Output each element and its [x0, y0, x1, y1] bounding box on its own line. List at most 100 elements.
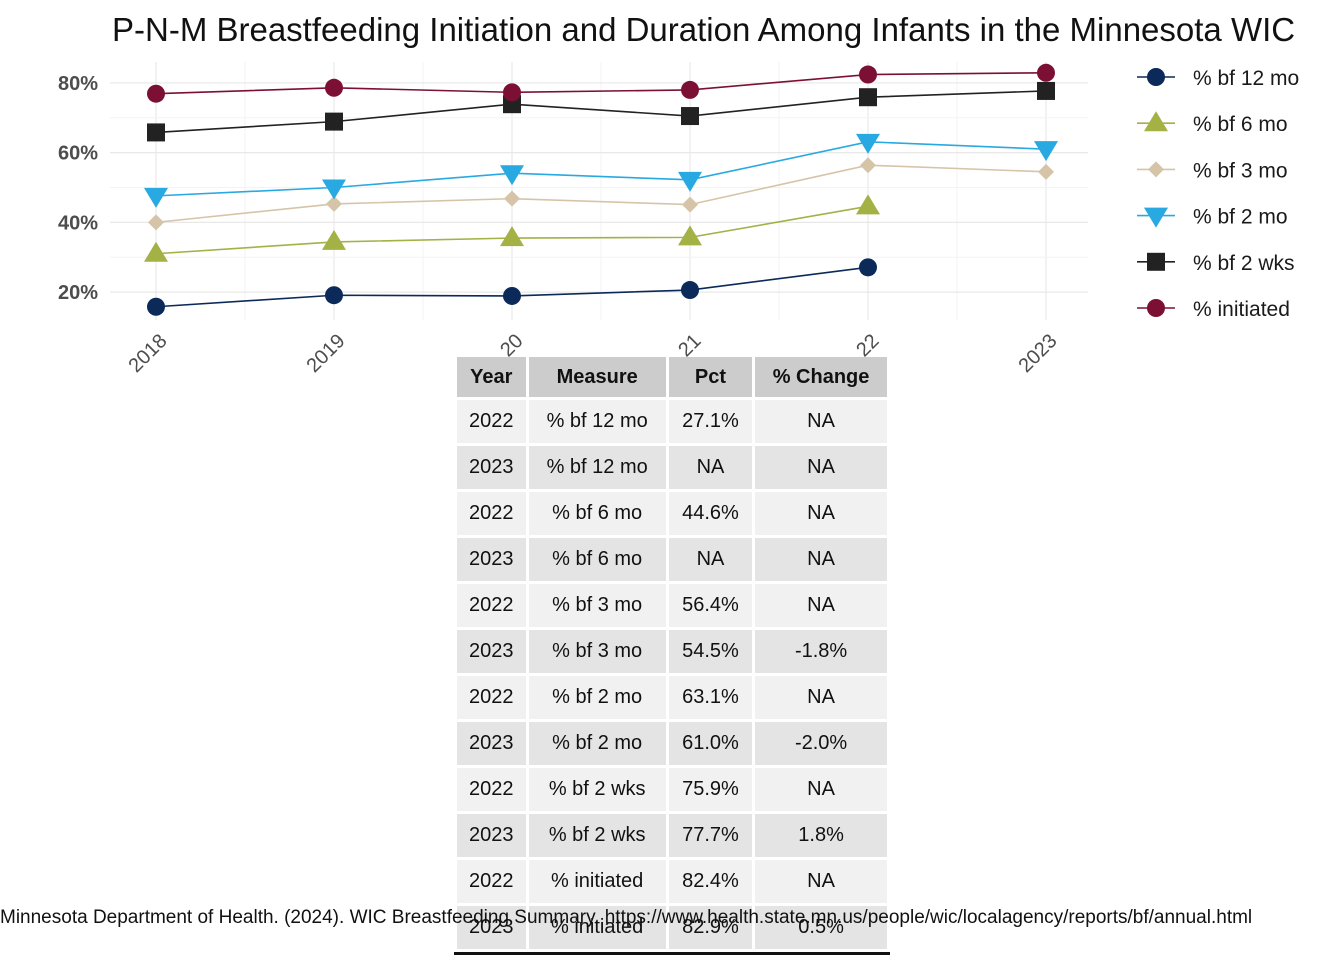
data-point: [859, 88, 877, 107]
table-row: 2022% initiated 82.4% NA: [457, 860, 887, 903]
data-point: [859, 65, 877, 84]
data-point: [325, 286, 343, 305]
table-cell: NA: [755, 768, 887, 811]
table-header-cell: Measure: [528, 357, 666, 397]
data-point: [856, 133, 880, 154]
table-cell: NA: [668, 446, 753, 489]
table-cell: % bf 3 mo: [528, 584, 666, 627]
data-point: [681, 281, 699, 300]
data-point: [1038, 163, 1054, 180]
data-point: [322, 229, 346, 250]
y-axis-ticks: 20% 40% 60% 80%: [58, 73, 98, 304]
table-cell: 2023: [457, 630, 526, 673]
table-cell: 56.4%: [668, 584, 753, 627]
table-cell: % bf 2 mo: [528, 676, 666, 719]
table-cell: 82.4%: [668, 860, 753, 903]
series-group: [147, 258, 877, 316]
data-point: [860, 157, 876, 174]
legend-marker: [1147, 299, 1165, 317]
table-cell: % bf 6 mo: [528, 538, 666, 581]
data-point: [147, 297, 165, 316]
legend-marker: [1148, 161, 1164, 178]
table-row: 2023% bf 2 mo 61.0% -2.0%: [457, 722, 887, 765]
chart-series: [144, 63, 1058, 316]
table-cell: 75.9%: [668, 768, 753, 811]
data-point: [147, 123, 165, 142]
legend-item: % initiated: [1137, 298, 1290, 321]
legend-marker: [1147, 252, 1165, 271]
legend-label: % bf 2 mo: [1193, 206, 1288, 229]
data-point: [322, 179, 346, 200]
y-tick-label: 20%: [58, 282, 98, 304]
table-cell: 2022: [457, 860, 526, 903]
table-cell: 61.0%: [668, 722, 753, 765]
table-cell: 2023: [457, 538, 526, 581]
data-point: [503, 286, 521, 305]
legend: % bf 12 mo % bf 6 mo % bf 3 mo % bf 2 mo % b…: [1137, 67, 1299, 321]
chart-title: P-N-M Breastfeeding Initiation and Durat…: [112, 11, 1295, 48]
table-cell: 2022: [457, 400, 526, 443]
table-cell: % bf 2 wks: [528, 768, 666, 811]
table-cell: % bf 12 mo: [528, 400, 666, 443]
table-cell: % initiated: [528, 860, 666, 903]
legend-item: % bf 2 wks: [1137, 252, 1295, 275]
legend-marker: [1144, 111, 1168, 132]
table-cell: % bf 6 mo: [528, 492, 666, 535]
table-cell: 2022: [457, 676, 526, 719]
table-row: 2023% initiated 82.9% 0.5%: [457, 906, 887, 949]
table-cell: NA: [755, 584, 887, 627]
data-table: Year Measure Pct % Change 2022% bf 12 mo…: [454, 354, 890, 955]
series-group: [147, 63, 1055, 103]
data-point: [503, 83, 521, 102]
table-cell: 82.9%: [668, 906, 753, 949]
table-cell: 2023: [457, 906, 526, 949]
data-point: [859, 258, 877, 277]
legend-item: % bf 12 mo: [1137, 67, 1299, 90]
table-cell: % bf 2 mo: [528, 722, 666, 765]
table-cell: 63.1%: [668, 676, 753, 719]
table-header-cell: Year: [457, 357, 526, 397]
data-point: [500, 165, 524, 186]
series-line: [155, 72, 1047, 95]
series-group: [144, 133, 1058, 208]
data-point: [504, 190, 520, 207]
series-group: [148, 157, 1054, 231]
series-line: [155, 141, 1047, 197]
legend-label: % bf 6 mo: [1193, 113, 1288, 136]
data-point: [682, 196, 698, 213]
source-caption: Minnesota Department of Health. (2024). …: [0, 907, 1253, 928]
table-cell: 2023: [457, 814, 526, 857]
table-row: 2022% bf 6 mo 44.6% NA: [457, 492, 887, 535]
table-row: 2022% bf 3 mo 56.4% NA: [457, 584, 887, 627]
y-tick-label: 60%: [58, 143, 98, 165]
data-point: [678, 225, 702, 246]
data-point: [1037, 63, 1055, 82]
table-cell: % bf 12 mo: [528, 446, 666, 489]
table-cell: 2022: [457, 584, 526, 627]
data-point: [681, 107, 699, 126]
legend-label: % bf 12 mo: [1193, 67, 1299, 90]
data-point: [144, 187, 168, 208]
series-group: [144, 194, 880, 262]
table-cell: 27.1%: [668, 400, 753, 443]
table-header-cell: Pct: [668, 357, 753, 397]
data-point: [326, 195, 342, 212]
data-point: [500, 226, 524, 247]
table-cell: 77.7%: [668, 814, 753, 857]
table-cell: NA: [755, 538, 887, 581]
table-cell: 2023: [457, 722, 526, 765]
data-point: [325, 112, 343, 131]
table-cell: % bf 2 wks: [528, 814, 666, 857]
legend-marker: [1144, 207, 1168, 228]
table-row: 2023% bf 2 wks 77.7% 1.8%: [457, 814, 887, 857]
data-point: [325, 78, 343, 97]
x-tick-label: 2023: [1015, 330, 1062, 377]
table-row: 2022% bf 2 wks 75.9% NA: [457, 768, 887, 811]
series-line: [155, 164, 1047, 224]
y-tick-label: 80%: [58, 73, 98, 95]
data-point: [681, 80, 699, 99]
table-cell: 54.5%: [668, 630, 753, 673]
data-point: [1034, 141, 1058, 162]
legend-label: % bf 2 wks: [1193, 252, 1295, 275]
